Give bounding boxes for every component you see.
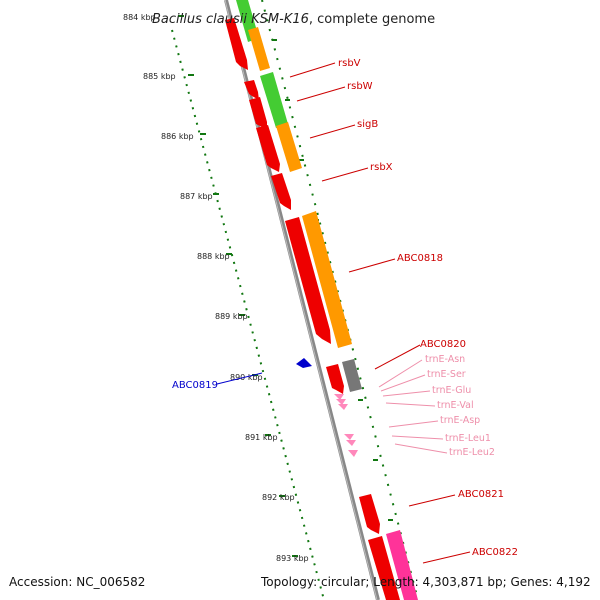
trna-arrow[interactable]	[348, 450, 358, 457]
trna-label[interactable]: trnE-Glu	[432, 385, 471, 396]
gene-label-rsbX[interactable]: rsbX	[370, 162, 393, 173]
trna-arrow[interactable]	[334, 394, 344, 400]
gene-label-ABC0819[interactable]: ABC0819	[172, 380, 218, 391]
cog-bar-orange[interactable]	[302, 211, 352, 348]
gene-label-ABC0821[interactable]: ABC0821	[458, 489, 504, 500]
tick-label: 887 kbp	[180, 192, 213, 201]
tick-label: 889 kbp	[215, 312, 248, 321]
trna-label[interactable]: trnE-Asn	[425, 354, 465, 365]
scale-track-dots	[171, 29, 325, 600]
trna-label[interactable]: trnE-Leu1	[445, 433, 491, 444]
cog-bar-orange[interactable]	[248, 27, 270, 71]
gene-label-ABC0820[interactable]: ABC0820	[420, 339, 466, 350]
trna-label[interactable]: trnE-Leu2	[449, 447, 495, 458]
tick-label: 888 kbp	[197, 252, 230, 261]
gene-label-rsbW[interactable]: rsbW	[347, 81, 373, 92]
trna-arrow[interactable]	[346, 440, 356, 446]
gene-arrow-red[interactable]	[244, 80, 259, 100]
gene-arrow-red[interactable]	[249, 97, 267, 130]
trna-label[interactable]: trnE-Ser	[427, 369, 466, 380]
gene-arrow-red[interactable]	[368, 536, 400, 600]
cog-bar-pink[interactable]	[386, 530, 418, 600]
gene-arrow-red[interactable]	[256, 125, 280, 172]
tick-label: 890 kbp	[230, 373, 263, 382]
genome-summary-text: Topology: circular; Length: 4,303,871 bp…	[260, 575, 591, 589]
map-title: Bacillus clausii KSM-K16, complete genom…	[152, 12, 435, 27]
trna-label[interactable]: trnE-Val	[437, 400, 474, 411]
gene-label-rsbV[interactable]: rsbV	[338, 58, 361, 69]
trna-arrow[interactable]	[338, 404, 348, 410]
label-leaders	[216, 62, 471, 564]
tick-label: 886 kbp	[161, 132, 194, 141]
gene-label-ABC0818[interactable]: ABC0818	[397, 253, 443, 264]
tick-label: 884 kbp	[123, 13, 156, 22]
cog-bar-green[interactable]	[260, 72, 288, 128]
gene-label-sigB[interactable]: sigB	[357, 119, 378, 130]
gene-arrow-red[interactable]	[285, 217, 331, 344]
title-suffix: , complete genome	[309, 12, 435, 27]
trna-arrow[interactable]	[336, 399, 346, 405]
cog-bars	[236, 0, 418, 600]
gene-arrow-red[interactable]	[326, 364, 344, 394]
gene-arrow-red[interactable]	[359, 494, 380, 534]
tick-label: 893 kbp	[276, 554, 309, 563]
gene-arrow-red[interactable]	[225, 18, 248, 70]
title-organism: Bacillus clausii KSM-K16	[152, 12, 309, 27]
gene-arrow-red[interactable]	[271, 173, 291, 210]
tick-label: 885 kbp	[143, 72, 176, 81]
trna-arrow[interactable]	[344, 434, 354, 440]
gene-label-ABC0822[interactable]: ABC0822	[472, 547, 518, 558]
cog-bar-orange[interactable]	[276, 122, 302, 172]
tick-label: 892 kbp	[262, 493, 295, 502]
trna-label[interactable]: trnE-Asp	[440, 415, 480, 426]
cds-arrows	[225, 18, 400, 600]
accession-text: Accession: NC_006582	[9, 575, 145, 589]
tick-label: 891 kbp	[245, 433, 278, 442]
cog-bar-gray[interactable]	[342, 359, 362, 392]
trna-arrows	[334, 394, 358, 457]
gene-arrow-blue[interactable]	[296, 358, 312, 368]
